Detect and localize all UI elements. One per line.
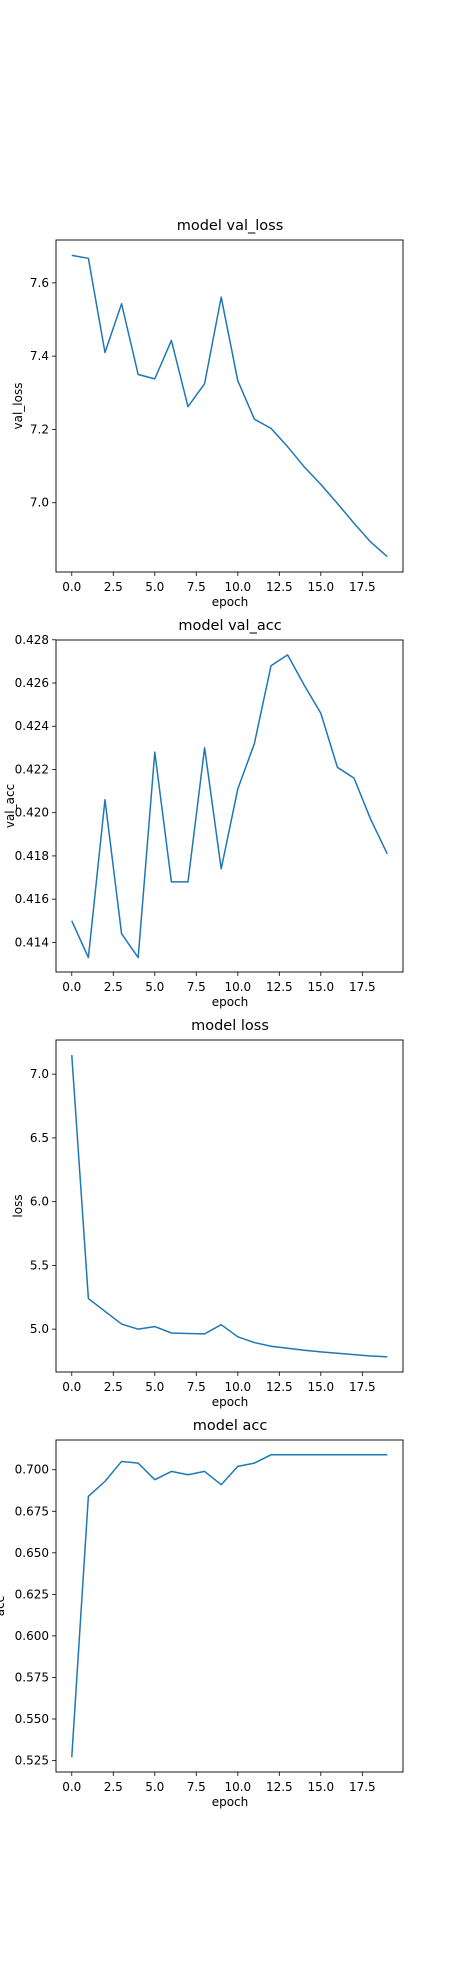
x-tick-label: 0.0 [62,1380,81,1394]
chart-title: model val_acc [178,618,281,634]
y-tick-label: 0.416 [15,892,49,906]
x-tick-label: 2.5 [104,1380,123,1394]
y-tick-label: 0.525 [15,1754,49,1768]
y-tick-label: 0.420 [15,806,49,820]
x-tick-label: 10.0 [224,1780,251,1794]
x-tick-label: 10.0 [224,980,251,994]
x-tick-label: 12.5 [266,580,293,594]
x-ticks: 0.0 2.5 5.0 7.5 10.0 12.5 15.0 17.5 [62,572,376,594]
y-tick-label: 0.600 [15,1629,49,1643]
x-tick-label: 12.5 [266,980,293,994]
plot-area-frame [55,1439,404,1773]
y-tick-label: 6.5 [30,1131,49,1145]
x-tick-label: 10.0 [224,580,251,594]
x-tick-label: 15.0 [307,1380,334,1394]
x-tick-label: 5.0 [145,980,164,994]
y-tick-label: 7.6 [30,276,49,290]
chart-title: model val_loss [177,218,284,234]
y-ticks: 7.0 7.2 7.4 7.6 [30,276,56,510]
y-ticks: 5.0 5.5 6.0 6.5 7.0 [30,1067,56,1336]
x-tick-label: 5.0 [145,580,164,594]
y-tick-label: 0.428 [15,633,49,647]
x-ticks: 0.0 2.5 5.0 7.5 10.0 12.5 15.0 17.5 [62,1372,376,1394]
x-tick-label: 10.0 [224,1380,251,1394]
x-axis-label: epoch [212,1395,249,1409]
x-tick-label: 5.0 [145,1780,164,1794]
y-tick-label: 7.0 [30,1067,49,1081]
x-tick-label: 15.0 [307,980,334,994]
y-tick-label: 0.625 [15,1587,49,1601]
x-tick-label: 0.0 [62,580,81,594]
x-ticks: 0.0 2.5 5.0 7.5 10.0 12.5 15.0 17.5 [62,1772,376,1794]
y-tick-label: 0.550 [15,1712,49,1726]
chart-title: model loss [191,1018,269,1034]
y-axis-label: acc [0,1596,7,1617]
chart-title: model acc [193,1418,268,1434]
y-tick-label: 5.5 [30,1258,49,1272]
x-tick-label: 2.5 [104,1780,123,1794]
y-tick-label: 0.700 [15,1463,49,1477]
x-tick-label: 17.5 [349,980,376,994]
plot-area-frame [55,239,404,573]
x-axis-label: epoch [212,995,249,1009]
x-tick-label: 5.0 [145,1380,164,1394]
x-tick-label: 15.0 [307,1780,334,1794]
y-tick-label: 0.418 [15,849,49,863]
y-tick-label: 7.2 [30,422,49,436]
x-tick-label: 17.5 [349,1380,376,1394]
x-tick-label: 7.5 [187,1380,206,1394]
series-line-loss [71,1054,388,1358]
y-axis-label: loss [11,1194,25,1217]
y-tick-label: 0.675 [15,1504,49,1518]
y-ticks: 0.525 0.550 0.575 0.600 0.625 0.650 0.675 0.700 [15,1463,56,1768]
x-tick-label: 17.5 [349,580,376,594]
x-tick-label: 7.5 [187,580,206,594]
x-axis-label: epoch [212,1795,249,1809]
y-tick-label: 7.0 [30,496,49,510]
x-tick-label: 12.5 [266,1780,293,1794]
panel-acc: model acc acc epoch 0.0 2.5 5.0 7.5 10.0 12.5… [0,1418,404,1809]
y-axis-label: val_loss [11,383,25,430]
y-tick-label: 7.4 [30,349,49,363]
y-tick-label: 0.424 [15,719,49,733]
y-ticks: 0.414 0.416 0.418 0.420 0.422 0.424 0.426 0.428 [15,633,56,949]
x-axis-label: epoch [212,595,249,609]
y-tick-label: 0.575 [15,1670,49,1684]
y-tick-label: 6.0 [30,1195,49,1209]
plot-area-frame [55,1039,404,1373]
panel-loss: model loss loss epoch 0.0 2.5 5.0 7.5 10.0 12… [11,1018,404,1409]
y-tick-label: 0.650 [15,1546,49,1560]
x-tick-label: 0.0 [62,980,81,994]
y-tick-label: 0.414 [15,935,49,949]
x-tick-label: 7.5 [187,980,206,994]
series-line-acc [71,1454,388,1758]
panel-val-loss: model val_loss val_loss epoch 0.0 2.5 5.0 7… [11,218,404,609]
x-tick-label: 7.5 [187,1780,206,1794]
x-tick-label: 17.5 [349,1780,376,1794]
x-tick-label: 2.5 [104,980,123,994]
x-ticks: 0.0 2.5 5.0 7.5 10.0 12.5 15.0 17.5 [62,972,376,994]
x-tick-label: 0.0 [62,1780,81,1794]
y-tick-label: 0.426 [15,676,49,690]
plot-area-frame [55,639,404,973]
series-line-val-acc [71,654,388,959]
series-line-val-loss [71,254,388,558]
y-tick-label: 0.422 [15,762,49,776]
x-tick-label: 15.0 [307,580,334,594]
panel-val-acc: model val_acc val_acc epoch 0.0 2.5 5.0 7.5… [3,618,404,1009]
y-tick-label: 5.0 [30,1322,49,1336]
y-axis-label: val_acc [3,784,17,828]
x-tick-label: 12.5 [266,1380,293,1394]
x-tick-label: 2.5 [104,580,123,594]
